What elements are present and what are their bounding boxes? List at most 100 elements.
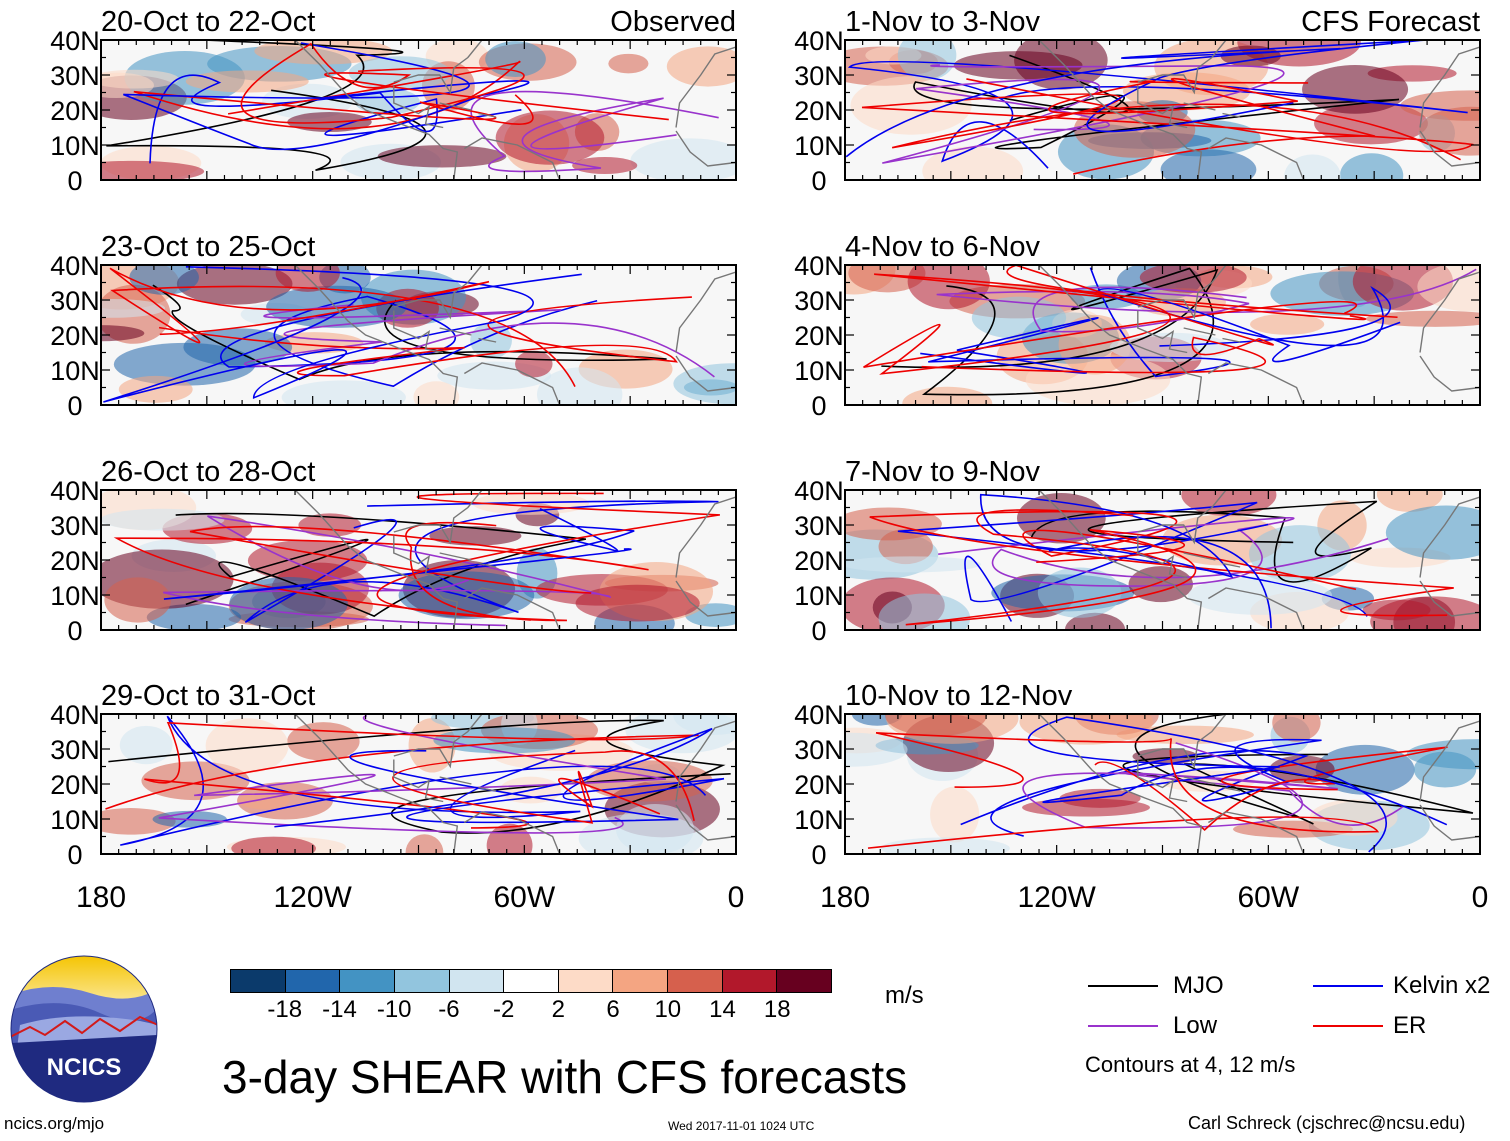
lat-label: 20N: [50, 321, 100, 351]
legend-low-label: Low: [1173, 1012, 1218, 1039]
contour-line: [103, 265, 534, 403]
shear-shading: [930, 786, 980, 843]
shear-shading: [572, 156, 638, 175]
colorbar-labels: -18 -14 -10 -6 -2 2 6 10 14 18: [230, 996, 832, 1026]
contour-line: [867, 731, 1380, 849]
lat-label: 20N: [50, 96, 100, 126]
map-panel: 40N 30N 20N 10N 0 29-Oct to 31-Oct: [50, 680, 737, 870]
lat-label: 0: [67, 391, 82, 421]
colorbar-tick-label: 14: [709, 996, 736, 1023]
shear-shading: [1385, 505, 1480, 560]
coastline: [294, 265, 736, 405]
lat-label: 20N: [50, 770, 100, 800]
contour-line: [392, 750, 695, 824]
contour-line: [376, 492, 721, 622]
shear-shading: [880, 837, 1010, 854]
lat-label: 10N: [50, 581, 100, 611]
contour-line: [106, 40, 427, 172]
shear-shading: [205, 718, 289, 774]
colorbar-tick-label: -18: [267, 996, 303, 1023]
map-panel: 40N 30N 20N 10N 0 26-Oct to 28-Oct: [50, 456, 737, 646]
lat-label: 20N: [794, 96, 844, 126]
contour-line: [123, 42, 530, 151]
shear-shading: [1302, 65, 1409, 114]
shear-shading: [1406, 739, 1480, 770]
lat-label: 10N: [50, 805, 100, 835]
lat-label: 20N: [50, 546, 100, 576]
lat-label: 10N: [50, 131, 100, 161]
shear-shading: [850, 76, 972, 135]
shear-shading: [101, 325, 145, 342]
map-panel: 40N 30N 20N 10N 0 10-Nov to 12-Nov: [794, 680, 1481, 870]
coastline: [1038, 40, 1480, 180]
lat-label: 30N: [794, 286, 844, 316]
lat-label: 10N: [50, 356, 100, 386]
contour-line: [108, 719, 731, 834]
legend-er-line: [1313, 1025, 1383, 1027]
map-panel: 40N 30N 20N 10N 0 20-Oct to 22-Oct Observed: [50, 6, 737, 196]
lon-label: 180: [820, 881, 870, 914]
panel-corner-label: CFS Forecast: [1301, 6, 1480, 38]
contour-line: [158, 296, 692, 377]
contour-line: [905, 509, 1197, 626]
shear-shading: [485, 41, 546, 77]
legend-mjo-label: MJO: [1173, 972, 1224, 999]
shear-shading: [101, 508, 225, 531]
coastline: [294, 490, 736, 630]
lat-label: 0: [811, 166, 826, 196]
contour-line: [113, 525, 649, 621]
shear-shading: [1022, 798, 1151, 817]
shear-shading: [176, 265, 293, 305]
shear-shading: [845, 556, 981, 573]
shear-shading: [377, 145, 507, 168]
contour-line: [1047, 77, 1376, 175]
contour-line: [1022, 742, 1404, 829]
colorbar-swatch: [721, 970, 777, 992]
shear-shading: [104, 577, 172, 623]
shear-shading: [1272, 714, 1321, 742]
shear-shading: [902, 386, 993, 405]
lat-label: 10N: [794, 805, 844, 835]
contour-line: [244, 500, 719, 623]
lat-label: 40N: [794, 700, 844, 730]
colorbar-tick-label: -10: [376, 996, 412, 1023]
lon-label: 0: [1472, 881, 1489, 914]
contour-line: [921, 265, 1398, 374]
lat-label: 40N: [50, 700, 100, 730]
lat-label: 30N: [794, 511, 844, 541]
map-panel: 40N 30N 20N 10N 0 23-Oct to 25-Oct: [50, 231, 737, 421]
contour-line: [845, 40, 1424, 158]
contour-line: [863, 273, 1367, 375]
colorbar-swatch: [448, 970, 504, 992]
legend: MJO Kelvin x2 Low ER Contours at 4, 12 m…: [1085, 968, 1505, 1088]
colorbar-swatch: [339, 970, 394, 992]
contour-line: [847, 60, 1468, 169]
colorbar-tick-label: -2: [492, 996, 515, 1023]
colorbar-tick-label: 18: [763, 996, 791, 1023]
contour-line: [1094, 746, 1448, 831]
shear-shading: [429, 526, 522, 546]
shear-shading: [254, 40, 393, 65]
footer-url[interactable]: ncics.org/mjo: [4, 1114, 105, 1133]
lat-label: 20N: [794, 546, 844, 576]
map-panel: 40N 30N 20N 10N 0 4-Nov to 6-Nov: [794, 231, 1481, 421]
lon-label: 60W: [1237, 881, 1299, 914]
contour-line: [163, 515, 612, 627]
lat-label: 10N: [794, 581, 844, 611]
legend-mjo-line: [1088, 985, 1158, 987]
contour-line: [243, 303, 715, 378]
shear-shading: [348, 56, 452, 90]
lat-label: 40N: [794, 26, 844, 56]
lat-label: 30N: [50, 511, 100, 541]
shear-shading: [118, 375, 193, 403]
colorbar-swatch: [503, 970, 558, 992]
shear-shading: [897, 40, 957, 81]
shear-shading: [848, 265, 926, 293]
contour-line: [149, 74, 522, 164]
lat-label: 40N: [50, 251, 100, 281]
shear-shading: [433, 727, 576, 754]
panel-date-label: 10-Nov to 12-Nov: [845, 680, 1073, 712]
coastline: [1038, 265, 1480, 405]
shear-shading: [183, 328, 293, 366]
